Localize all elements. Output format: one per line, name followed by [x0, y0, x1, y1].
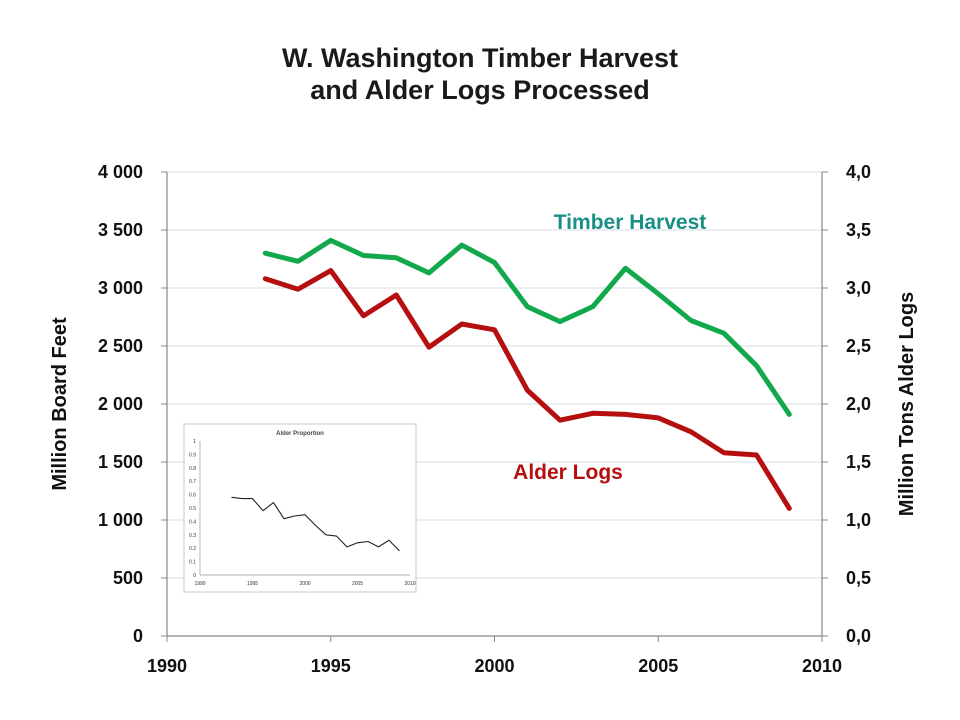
inset-x-tick-label: 1995 — [247, 581, 258, 587]
y-tick-label: 3 500 — [98, 220, 143, 240]
inset-y-tick-label: 0 — [193, 573, 196, 579]
y-axis-label: Million Board Feet — [49, 317, 71, 491]
y2-tick-label: 2,0 — [846, 394, 871, 414]
inset-x-tick-label: 2000 — [299, 581, 310, 587]
inset-y-tick-label: 0.8 — [189, 466, 196, 472]
y-tick-label: 0 — [133, 626, 143, 646]
inset-chart: Alder Proportion 0 0.1 0.2 0.3 0.4 0.5 0.6 0.7 0.… — [183, 423, 417, 593]
inset-alder-proportion-line — [231, 496, 400, 552]
chart-title-line-1: W. Washington Timber Harvest — [281, 43, 679, 73]
inset-y-tick-label: 0.2 — [189, 546, 196, 552]
x-tick-label: 2000 — [474, 656, 514, 676]
gridlines — [167, 171, 822, 579]
y2-tick-label: 1,5 — [846, 452, 871, 472]
y2-tick-label: 3,5 — [846, 220, 871, 240]
inset-y-tick-label: 0.4 — [189, 519, 196, 525]
y2-tick-label: 1,0 — [846, 510, 871, 530]
inset-y-tick-label: 0.1 — [189, 560, 196, 566]
x-tick-label: 1995 — [311, 656, 351, 676]
y2-tick-label: 3,0 — [846, 278, 871, 298]
x-tick-label: 2005 — [638, 656, 678, 676]
y-tick-label: 4 000 — [98, 162, 143, 182]
inset-y-tick-label: 0.7 — [189, 479, 196, 485]
y2-tick-label: 0,0 — [846, 626, 871, 646]
y2-tick-label: 2,5 — [846, 336, 871, 356]
alder-logs-label: Alder Logs — [513, 461, 623, 484]
inset-y-tick-label: 0.6 — [189, 493, 196, 499]
axes: 0 0,0 500 0,5 1 000 1,0 1 500 1,5 2 000 2,0 2 500 2… — [49, 162, 918, 676]
y2-axis-label: Million Tons Alder Logs — [896, 292, 918, 516]
chart-title: W. Washington Timber Harvest and Alder L… — [0, 42, 960, 106]
y-tick-label: 3 000 — [98, 278, 143, 298]
x-tick-label: 1990 — [147, 656, 187, 676]
inset-y-tick-label: 0.9 — [189, 452, 196, 458]
inset-x-tick-label: 2010 — [404, 581, 415, 587]
inset-title: Alder Proportion — [276, 431, 324, 437]
series-labels: Timber Harvest Alder Logs — [513, 211, 706, 484]
inset-y-tick-label: 0.3 — [189, 533, 196, 539]
inset-y-tick-label: 1 — [193, 439, 196, 445]
inset-frame — [183, 423, 417, 593]
chart-title-line-2: and Alder Logs Processed — [310, 75, 650, 105]
y2-tick-label: 4,0 — [846, 162, 871, 182]
inset-y-tick-label: 0.5 — [189, 506, 196, 512]
y-tick-label: 2 500 — [98, 336, 143, 356]
inset-x-tick-label: 2005 — [352, 581, 363, 587]
timber-harvest-label: Timber Harvest — [554, 211, 707, 234]
y2-tick-label: 0,5 — [846, 568, 871, 588]
inset-x-tick-label: 1990 — [194, 581, 205, 587]
y-tick-label: 1 000 — [98, 510, 143, 530]
x-tick-label: 2010 — [802, 656, 842, 676]
y-tick-label: 1 500 — [98, 452, 143, 472]
y-tick-label: 500 — [113, 568, 143, 588]
series-lines — [262, 237, 792, 511]
y-tick-label: 2 000 — [98, 394, 143, 414]
